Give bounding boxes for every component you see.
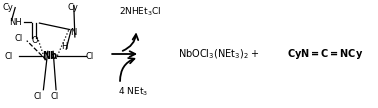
Text: Cl: Cl (85, 52, 93, 61)
Text: Cl: Cl (15, 33, 23, 43)
Text: Cy: Cy (3, 3, 13, 12)
Text: H: H (61, 42, 68, 51)
Text: 4 NEt$_3$: 4 NEt$_3$ (118, 85, 148, 98)
Text: Cl: Cl (34, 92, 42, 101)
Text: Nb: Nb (42, 51, 57, 61)
Text: Cl: Cl (5, 52, 13, 61)
Text: NH: NH (9, 17, 22, 27)
Text: Cl: Cl (50, 92, 58, 101)
Text: 2NHEt$_3$Cl: 2NHEt$_3$Cl (119, 5, 161, 18)
Text: N: N (70, 28, 76, 37)
Text: $\mathbf{CyN{=}C{=}NCy}$: $\mathbf{CyN{=}C{=}NCy}$ (287, 47, 363, 61)
Text: Cy: Cy (68, 3, 79, 12)
Text: O: O (32, 36, 39, 45)
Text: NbOCl$_3$(NEt$_3$)$_2$ +: NbOCl$_3$(NEt$_3$)$_2$ + (178, 47, 261, 61)
